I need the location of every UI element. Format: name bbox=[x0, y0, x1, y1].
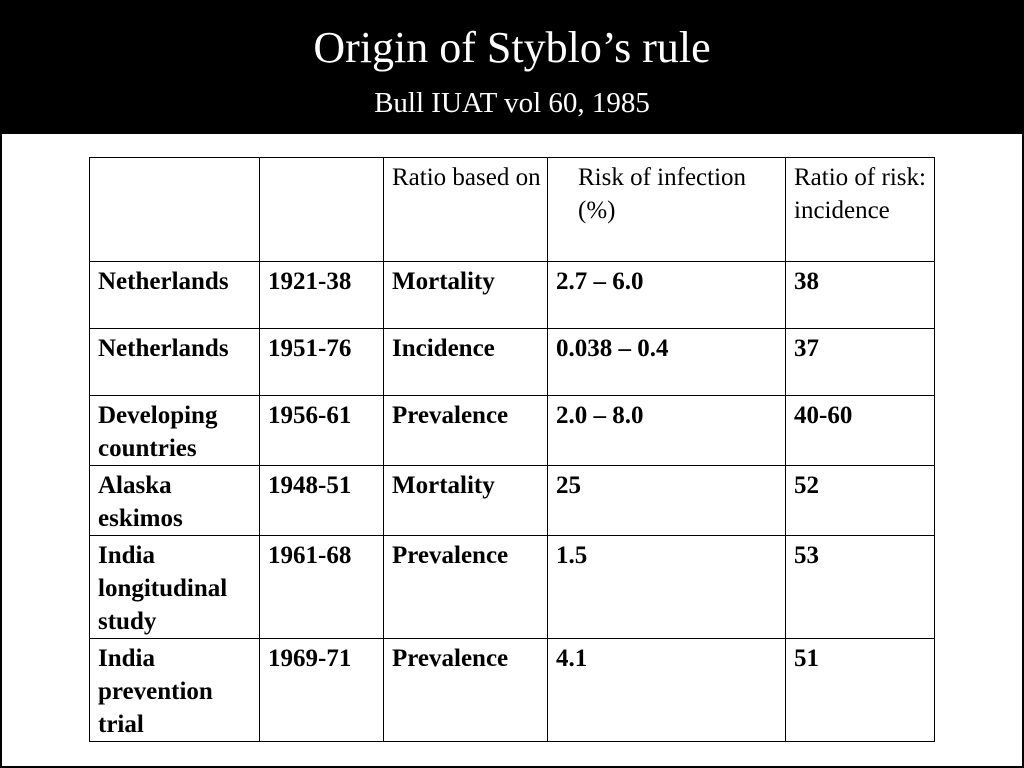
data-table: Ratio based on Risk of infection (%) Rat… bbox=[89, 157, 935, 742]
cell-period: 1951-76 bbox=[259, 328, 384, 396]
cell-ratio-of-risk: 51 bbox=[785, 638, 935, 742]
cell-ratio-basis: Incidence bbox=[383, 328, 548, 396]
cell-country: Netherlands bbox=[89, 328, 260, 396]
header-cell-ratio-of-risk: Ratio of risk: incidence bbox=[785, 157, 935, 262]
slide-header: Origin of Styblo’s rule Bull IUAT vol 60… bbox=[0, 0, 1024, 134]
cell-country: Netherlands bbox=[89, 261, 260, 329]
slide-subtitle: Bull IUAT vol 60, 1985 bbox=[374, 87, 650, 119]
cell-ratio-basis: Mortality bbox=[383, 465, 548, 536]
cell-risk-of-infection: 1.5 bbox=[547, 535, 786, 639]
cell-ratio-of-risk: 37 bbox=[785, 328, 935, 396]
cell-risk-of-infection: 2.7 – 6.0 bbox=[547, 261, 786, 329]
cell-ratio-of-risk: 53 bbox=[785, 535, 935, 639]
cell-country: Developing countries bbox=[89, 395, 260, 466]
cell-ratio-of-risk: 52 bbox=[785, 465, 935, 536]
cell-period: 1956-61 bbox=[259, 395, 384, 466]
table-header-row: Ratio based on Risk of infection (%) Rat… bbox=[89, 157, 935, 262]
cell-ratio-basis: Prevalence bbox=[383, 638, 548, 742]
cell-period: 1961-68 bbox=[259, 535, 384, 639]
cell-country: India prevention trial bbox=[89, 638, 260, 742]
cell-ratio-of-risk: 38 bbox=[785, 261, 935, 329]
cell-ratio-of-risk: 40-60 bbox=[785, 395, 935, 466]
slide-title: Origin of Styblo’s rule bbox=[313, 23, 711, 72]
cell-period: 1969-71 bbox=[259, 638, 384, 742]
cell-country: Alaska eskimos bbox=[89, 465, 260, 536]
header-cell-country bbox=[89, 157, 260, 262]
header-cell-ratio-based-on: Ratio based on bbox=[383, 157, 548, 262]
cell-risk-of-infection: 25 bbox=[547, 465, 786, 536]
cell-risk-of-infection: 2.0 – 8.0 bbox=[547, 395, 786, 466]
slide-content: Ratio based on Risk of infection (%) Rat… bbox=[2, 134, 1022, 766]
header-cell-period bbox=[259, 157, 384, 262]
table-row: Netherlands 1921-38 Mortality 2.7 – 6.0 … bbox=[89, 261, 935, 329]
table-row: India longitudinal study 1961-68 Prevale… bbox=[89, 535, 935, 639]
header-cell-risk-of-infection: Risk of infection (%) bbox=[547, 157, 786, 262]
table-row: Developing countries 1956-61 Prevalence … bbox=[89, 395, 935, 466]
cell-ratio-basis: Mortality bbox=[383, 261, 548, 329]
cell-ratio-basis: Prevalence bbox=[383, 535, 548, 639]
table-row: Netherlands 1951-76 Incidence 0.038 – 0.… bbox=[89, 328, 935, 396]
cell-risk-of-infection: 0.038 – 0.4 bbox=[547, 328, 786, 396]
cell-risk-of-infection: 4.1 bbox=[547, 638, 786, 742]
cell-period: 1921-38 bbox=[259, 261, 384, 329]
cell-ratio-basis: Prevalence bbox=[383, 395, 548, 466]
cell-period: 1948-51 bbox=[259, 465, 384, 536]
table-row: India prevention trial 1969-71 Prevalenc… bbox=[89, 638, 935, 742]
cell-country: India longitudinal study bbox=[89, 535, 260, 639]
table-row: Alaska eskimos 1948-51 Mortality 25 52 bbox=[89, 465, 935, 536]
